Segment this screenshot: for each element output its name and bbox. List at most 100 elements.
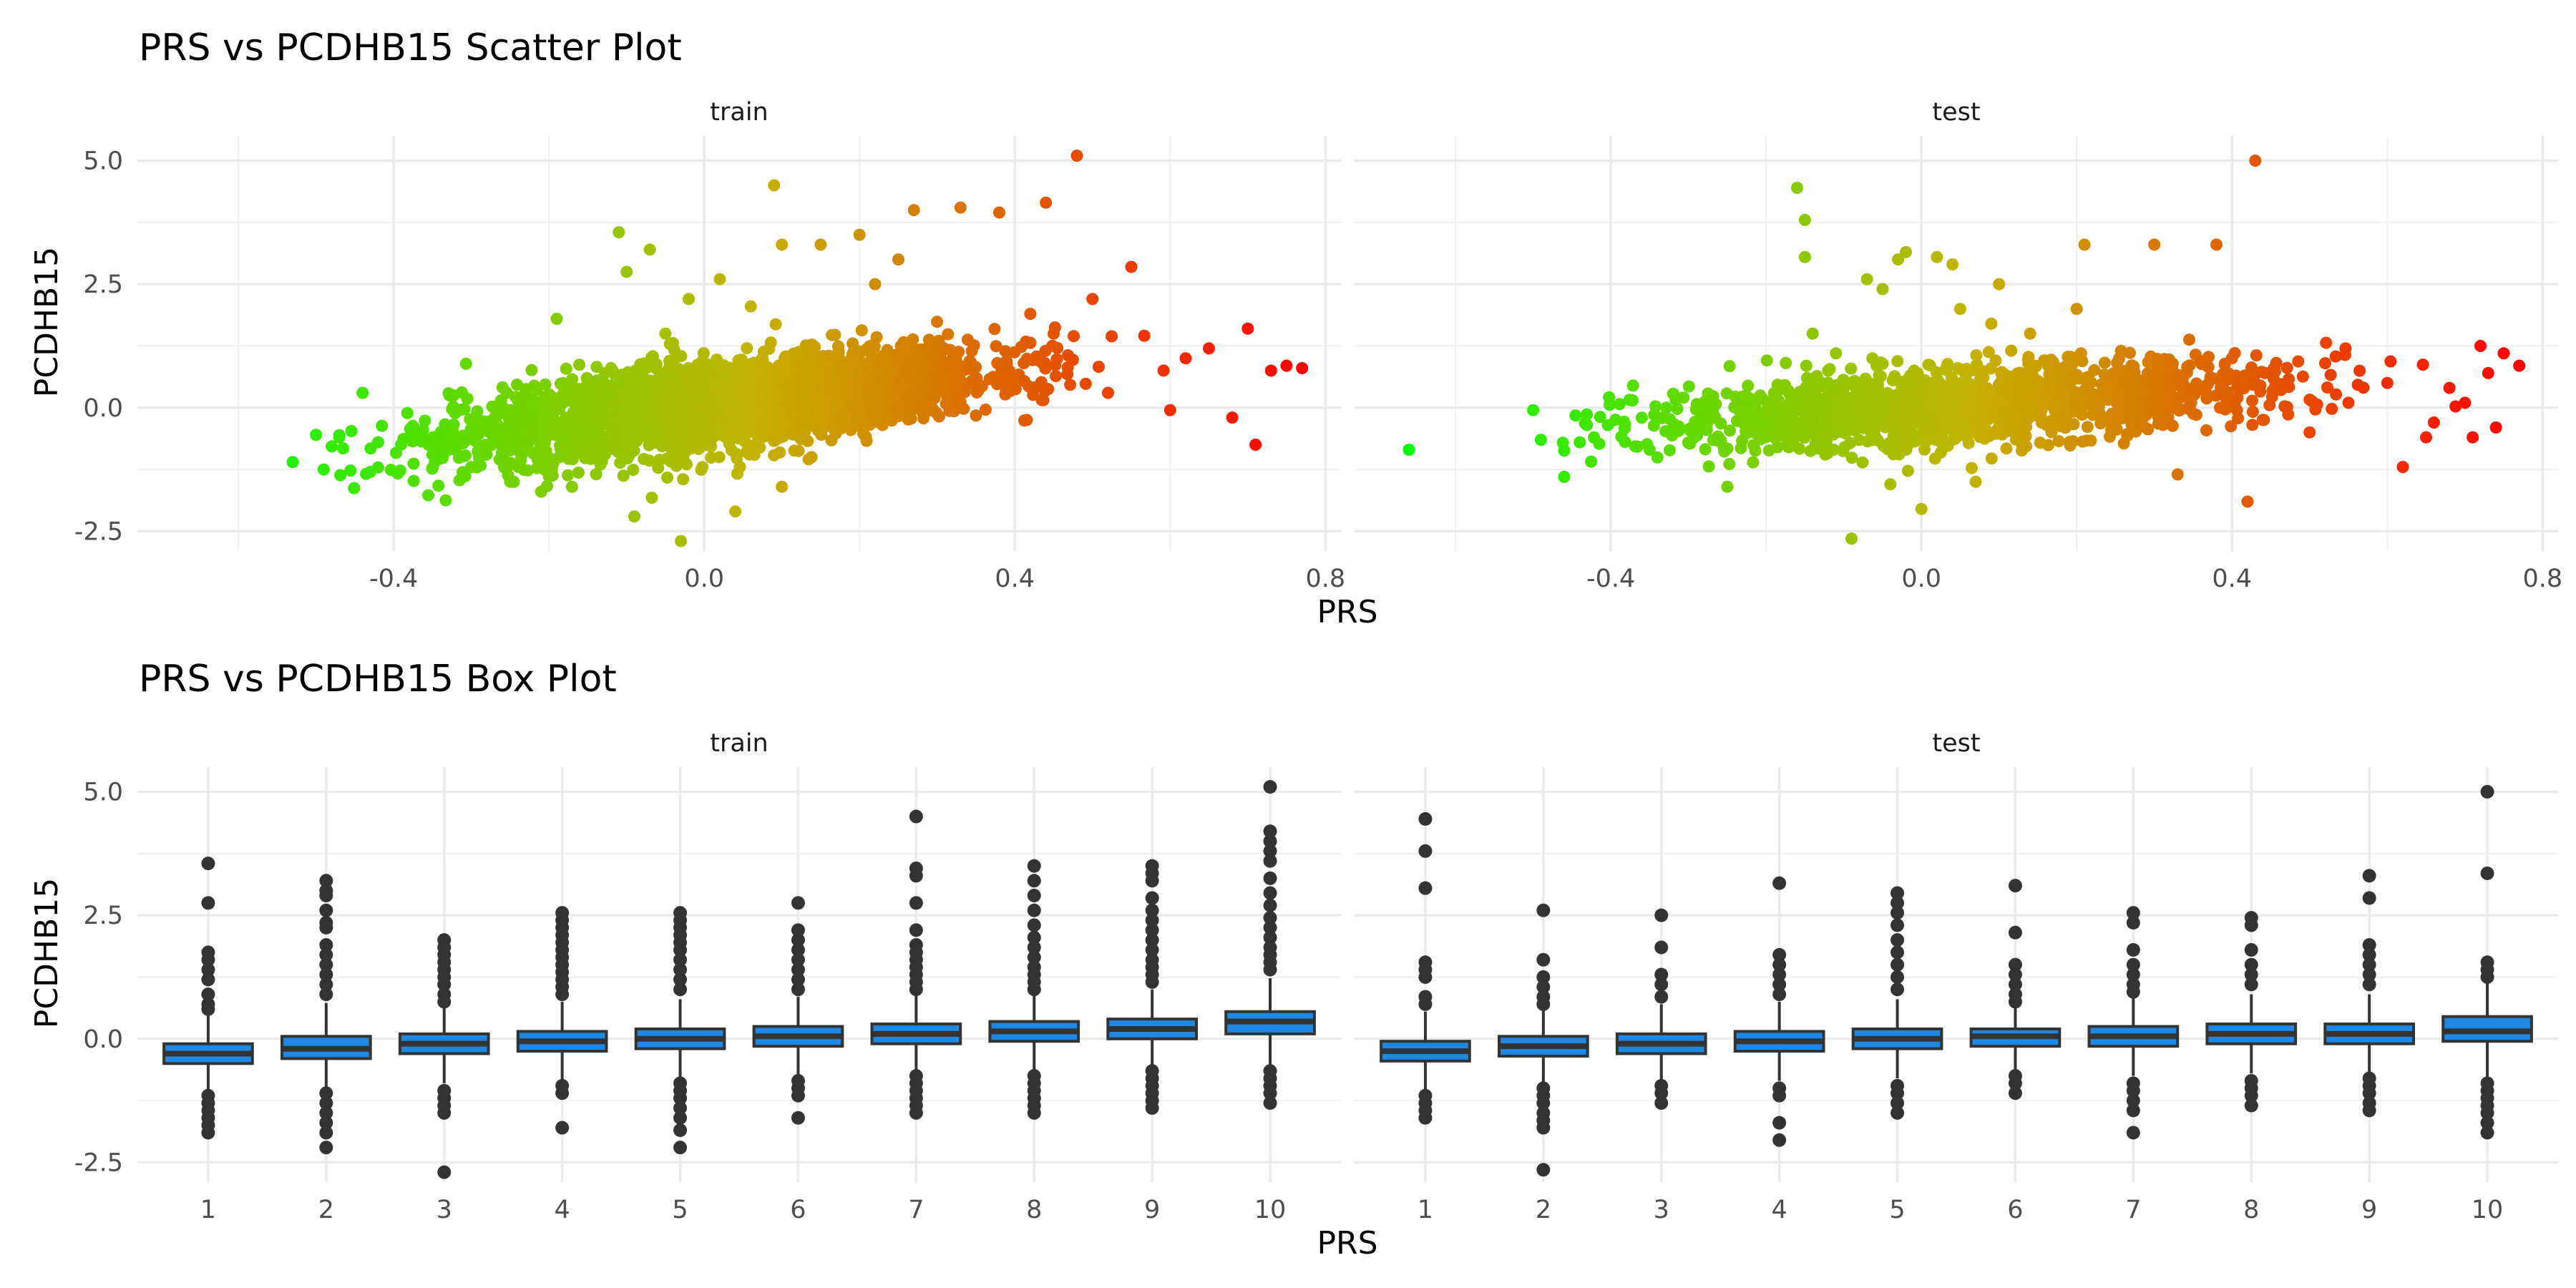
scatter-point xyxy=(2113,398,2126,411)
scatter-point xyxy=(1618,422,1631,435)
scatter-point xyxy=(2149,368,2162,381)
scatter-point xyxy=(1647,419,1660,432)
scatter-outlier-point xyxy=(550,313,563,325)
scatter-outlier-point xyxy=(2342,396,2355,409)
box-outlier-point xyxy=(673,982,688,997)
scatter-point xyxy=(1790,430,1802,443)
scatter-point xyxy=(469,434,482,447)
scatter-point xyxy=(348,482,361,494)
scatter-point xyxy=(426,462,439,474)
scatter-point xyxy=(932,381,945,394)
scatter-point xyxy=(1976,371,1989,384)
scatter-point xyxy=(2032,377,2045,389)
scatter-point xyxy=(525,434,538,447)
scatter-point xyxy=(872,381,884,394)
scatter-point xyxy=(419,414,431,427)
scatter-point xyxy=(693,359,706,372)
scatter-point xyxy=(459,357,472,370)
scatter-point xyxy=(2124,346,2136,359)
scatter-outlier-point xyxy=(1226,411,1239,424)
scatter-outlier-point xyxy=(1876,283,1889,296)
scatter-point xyxy=(542,470,555,483)
scatter-point xyxy=(580,371,593,384)
scatter-point xyxy=(345,425,358,437)
scatter-point xyxy=(907,333,919,346)
scatter-outlier-point xyxy=(628,510,640,523)
scatter-point xyxy=(1631,440,1644,453)
scatter-point xyxy=(922,404,935,417)
scatter-outlier-point xyxy=(683,293,695,306)
scatter-point xyxy=(1613,398,1626,411)
scatter-point xyxy=(1845,393,1858,406)
scatter-outlier-point xyxy=(535,485,547,498)
box-outlier-point xyxy=(909,1106,923,1120)
scatter-point xyxy=(1138,329,1151,342)
scatter-point xyxy=(1778,379,1791,391)
scatter-point xyxy=(622,366,635,379)
scatter-outlier-point xyxy=(2381,376,2394,389)
scatter-point xyxy=(781,394,793,406)
scatter-point xyxy=(565,446,577,459)
scatter-point xyxy=(439,494,452,507)
scatter-outlier-point xyxy=(1791,182,1803,194)
scatter-point xyxy=(1683,423,1696,436)
scatter-point xyxy=(1619,436,1631,449)
scatter-point xyxy=(2324,369,2337,381)
scatter-point xyxy=(458,403,471,415)
scatter-point xyxy=(990,340,1002,353)
scatter-point xyxy=(1723,458,1736,470)
scatter-point xyxy=(2081,421,2094,434)
scatter-point xyxy=(1024,336,1037,349)
scatter-point xyxy=(2076,435,2089,448)
scatter-point xyxy=(543,389,556,401)
scatter-point xyxy=(780,351,793,364)
scatter-outlier-point xyxy=(729,505,742,518)
box-outlier-point xyxy=(1890,970,1905,984)
box-outlier-point xyxy=(1263,1096,1277,1111)
scatter-outlier-point xyxy=(1946,258,1959,270)
box-outlier-point xyxy=(2008,995,2022,1009)
box-outlier-point xyxy=(1145,975,1159,989)
scatter-point xyxy=(2119,378,2132,390)
scatter-point xyxy=(2416,358,2429,371)
scatter-point xyxy=(572,403,585,416)
scatter-point xyxy=(780,365,793,378)
scatter-point xyxy=(668,453,680,466)
box-outlier-point xyxy=(1536,903,1551,917)
scatter-point xyxy=(1869,430,1882,443)
scatter-point xyxy=(746,439,759,452)
scatter-point xyxy=(2320,336,2333,349)
scatter-point xyxy=(758,430,771,443)
scatter-point xyxy=(1971,358,1983,371)
scatter-point xyxy=(562,469,575,482)
scatter-point xyxy=(727,412,740,425)
scatter-point xyxy=(912,344,924,357)
scatter-point xyxy=(1989,427,2001,440)
scatter-point xyxy=(741,342,753,355)
scatter-point xyxy=(887,364,900,376)
scatter-point xyxy=(1682,380,1695,393)
scatter-point xyxy=(2036,394,2049,407)
scatter-point xyxy=(1000,355,1013,368)
scatter-point xyxy=(904,359,917,372)
scatter-outlier-point xyxy=(426,448,439,461)
scatter-point xyxy=(1848,376,1860,389)
scatter-point xyxy=(407,474,420,487)
scatter-point xyxy=(929,369,942,381)
scatter-point xyxy=(683,376,696,389)
scatter-point xyxy=(2266,384,2279,397)
box-outlier-point xyxy=(2008,879,2022,893)
scatter-point xyxy=(954,395,967,408)
scatter-point xyxy=(944,343,957,356)
scatter-outlier-point xyxy=(2420,431,2432,444)
scatter-point xyxy=(723,437,736,450)
scatter-point xyxy=(594,439,607,452)
scatter-point xyxy=(665,379,678,391)
scatter-point xyxy=(756,418,769,430)
box-outlier-point xyxy=(1536,952,1551,967)
scatter-outlier-point xyxy=(465,461,478,474)
box-outlier-point xyxy=(1772,1133,1787,1147)
scatter-outlier-point xyxy=(1845,532,1858,545)
box-outlier-point xyxy=(1654,977,1669,992)
box-outlier-point xyxy=(1418,844,1433,858)
